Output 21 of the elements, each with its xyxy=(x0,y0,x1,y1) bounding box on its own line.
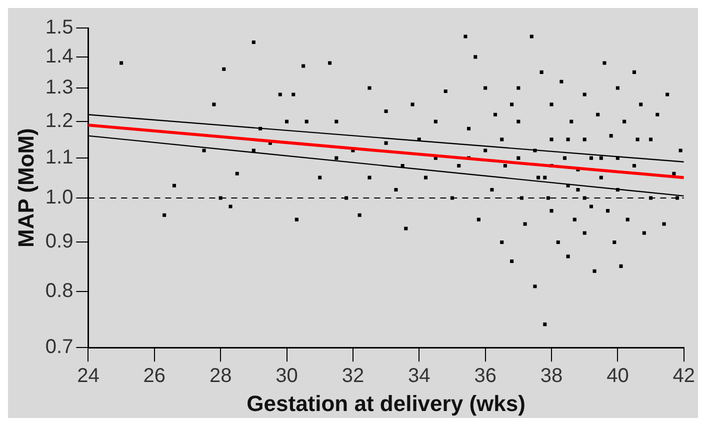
y-tick-label: 1.5 xyxy=(45,16,74,39)
y-tick-label: 1.0 xyxy=(45,186,74,209)
x-axis-title: Gestation at delivery (wks) xyxy=(246,390,526,416)
y-tick-label: 1.1 xyxy=(45,146,74,169)
y-axis-title: MAP (MoM) xyxy=(13,128,38,248)
x-tick-label: 32 xyxy=(342,365,364,388)
x-tick-label: 28 xyxy=(209,365,232,388)
x-tick-label: 24 xyxy=(77,365,100,388)
x-tick-label: 38 xyxy=(540,365,563,388)
x-tick-label: 36 xyxy=(474,365,496,388)
y-tick-label: 0.9 xyxy=(45,230,74,253)
x-tick-label: 34 xyxy=(408,365,430,388)
x-tick-label: 30 xyxy=(276,365,298,388)
y-tick-label: 0.7 xyxy=(45,336,74,358)
x-tick-label: 26 xyxy=(143,365,166,388)
y-tick-label: 1.2 xyxy=(45,110,74,132)
y-tick-label: 1.3 xyxy=(45,76,74,99)
y-tick-label: 0.8 xyxy=(45,280,74,302)
x-tick-label: 42 xyxy=(672,365,695,388)
y-tick-label: 1.4 xyxy=(45,45,74,68)
x-tick-label: 40 xyxy=(606,365,629,388)
